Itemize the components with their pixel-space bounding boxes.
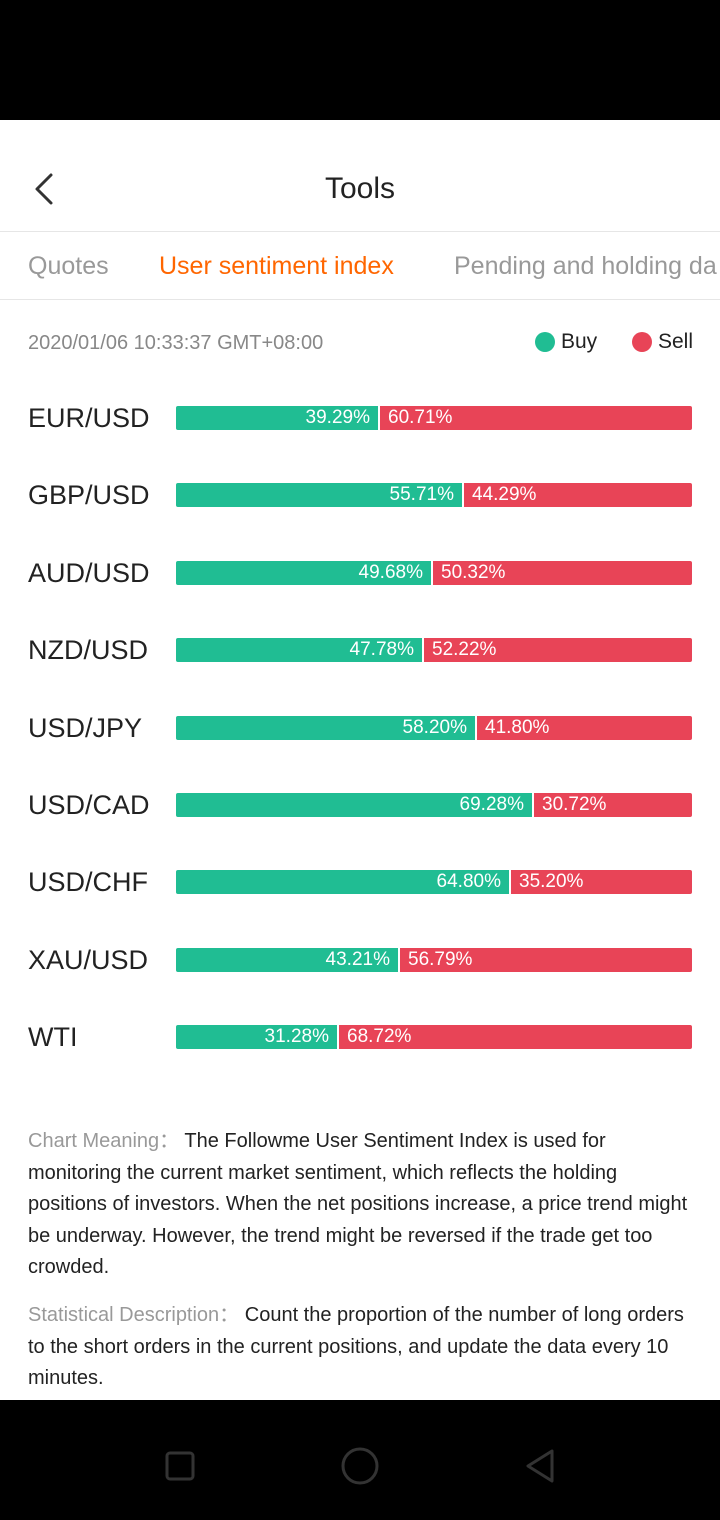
currency-pair-label: GBP/USD (28, 480, 150, 511)
tab-pending-and-holding[interactable]: Pending and holding da (454, 252, 717, 280)
sentiment-row: AUD/USD 49.68% 50.32% (0, 541, 720, 618)
sentiment-row: XAU/USD 43.21% 56.79% (0, 928, 720, 1005)
sentiment-bar: 69.28% 30.72% (176, 792, 692, 817)
sell-segment: 30.72% (534, 792, 692, 817)
sentiment-list: EUR/USD 39.29% 60.71% GBP/USD 55.71% 44.29% AU… (0, 386, 720, 1083)
sentiment-bar: 55.71% 44.29% (176, 483, 692, 508)
currency-pair-label: NZD/USD (28, 635, 148, 666)
sell-dot-icon (632, 332, 652, 352)
sell-segment: 60.71% (380, 406, 692, 430)
legend-buy: Buy (535, 330, 597, 354)
nav-back-button[interactable] (510, 1436, 570, 1496)
sentiment-bar: 31.28% 68.72% (176, 1025, 692, 1050)
legend-sell: Sell (632, 330, 693, 354)
tab-bar: Quotes User sentiment index Pending and … (0, 232, 720, 300)
meta-row: 2020/01/06 10:33:37 GMT+08:00 Buy Sell (0, 300, 720, 386)
legend-sell-label: Sell (658, 330, 694, 353)
sentiment-bar: 64.80% 35.20% (176, 870, 692, 895)
sell-segment: 68.72% (339, 1025, 692, 1050)
bar-divider (462, 483, 464, 508)
page-title: Tools (324, 172, 396, 205)
bar-divider (509, 870, 511, 895)
statistical-description: Statistical Description： Count the propo… (28, 1300, 692, 1395)
currency-pair-label: AUD/USD (28, 557, 150, 588)
tab-quotes[interactable]: Quotes (28, 252, 109, 280)
buy-segment: 58.20% (176, 715, 475, 740)
bar-divider (378, 406, 380, 430)
buy-segment: 47.78% (176, 638, 422, 663)
recents-button[interactable] (150, 1436, 210, 1496)
square-icon (165, 1451, 195, 1481)
sentiment-row: USD/CAD 69.28% 30.72% (0, 773, 720, 850)
buy-segment: 43.21% (176, 947, 398, 972)
buy-segment: 69.28% (176, 792, 532, 817)
sentiment-row: WTI 31.28% 68.72% (0, 1005, 720, 1082)
bar-divider (337, 1025, 339, 1050)
currency-pair-label: EUR/USD (28, 403, 150, 433)
currency-pair-label: USD/CAD (28, 789, 150, 820)
bar-divider (532, 792, 534, 817)
buy-segment: 49.68% (176, 560, 431, 585)
buy-dot-icon (535, 332, 555, 352)
sentiment-row: EUR/USD 39.29% 60.71% (0, 386, 720, 463)
back-button[interactable] (22, 164, 66, 214)
app-screen: Tools Quotes User sentiment index Pendin… (0, 120, 720, 1400)
tab-user-sentiment-index[interactable]: User sentiment index (159, 252, 394, 280)
statistical-description-text: Count the proportion of the number of lo… (28, 1304, 684, 1389)
sentiment-bar: 47.78% 52.22% (176, 638, 692, 663)
sentiment-row: NZD/USD 47.78% 52.22% (0, 618, 720, 695)
statistical-description-label: Statistical Description： (28, 1304, 240, 1326)
sentiment-bar: 49.68% 50.32% (176, 560, 692, 585)
sentiment-bar: 58.20% 41.80% (176, 715, 692, 740)
buy-segment: 31.28% (176, 1025, 337, 1050)
circle-icon (341, 1447, 379, 1485)
chart-meaning-label: Chart Meaning： (28, 1130, 180, 1152)
currency-pair-label: USD/CHF (28, 867, 148, 898)
home-button[interactable] (330, 1436, 390, 1496)
sentiment-row: USD/JPY 58.20% 41.80% (0, 696, 720, 773)
currency-pair-label: XAU/USD (28, 944, 149, 975)
buy-segment: 64.80% (176, 870, 509, 895)
sentiment-bar: 43.21% 56.79% (176, 947, 692, 972)
sentiment-row: USD/CHF 64.80% 35.20% (0, 850, 720, 927)
currency-pair-label: USD/JPY (28, 712, 143, 743)
header: Tools (0, 120, 720, 232)
sell-segment: 41.80% (477, 715, 692, 740)
sentiment-bar: 39.29% 60.71% (176, 406, 692, 430)
triangle-back-icon (526, 1449, 554, 1483)
sell-segment: 52.22% (424, 638, 692, 663)
bar-divider (475, 715, 477, 740)
bar-divider (431, 560, 433, 585)
sell-segment: 56.79% (400, 947, 692, 972)
status-bar (0, 0, 720, 120)
bar-divider (422, 638, 424, 663)
legend-buy-label: Buy (561, 330, 598, 353)
chevron-left-icon (35, 173, 53, 205)
sentiment-row: GBP/USD 55.71% 44.29% (0, 463, 720, 540)
currency-pair-label: WTI (28, 1022, 78, 1053)
chart-meaning-text: The Followme User Sentiment Index is use… (28, 1130, 688, 1278)
buy-segment: 39.29% (176, 406, 378, 430)
buy-segment: 55.71% (176, 483, 462, 508)
sell-segment: 35.20% (511, 870, 692, 895)
system-nav-bar (0, 1400, 720, 1520)
chart-meaning: Chart Meaning： The Followme User Sentime… (28, 1126, 692, 1284)
timestamp: 2020/01/06 10:33:37 GMT+08:00 (28, 332, 324, 354)
bar-divider (398, 947, 400, 972)
sell-segment: 50.32% (433, 560, 692, 585)
sell-segment: 44.29% (464, 483, 692, 508)
